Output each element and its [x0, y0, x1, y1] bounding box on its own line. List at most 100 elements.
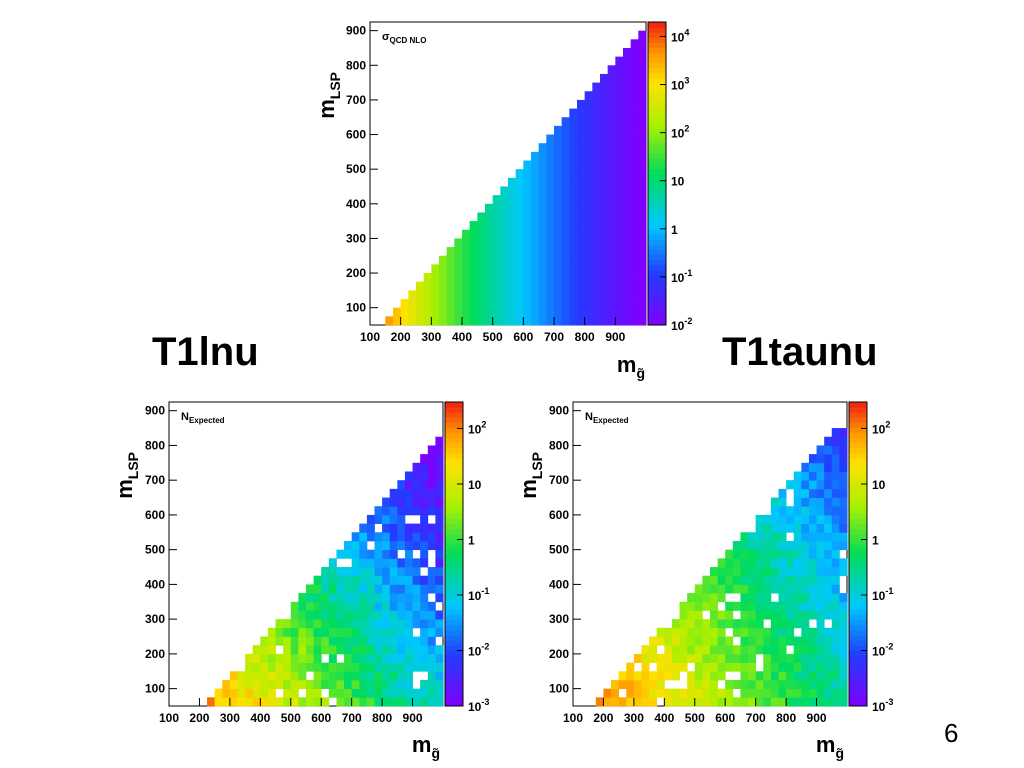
heatmap-cell — [462, 281, 471, 291]
heatmap-cell — [531, 264, 540, 274]
heatmap-cell — [702, 679, 711, 690]
heatmap-cell — [748, 540, 757, 551]
heatmap-cell — [344, 653, 353, 663]
heatmap-cell — [366, 688, 375, 698]
x-tick-label: 200 — [593, 711, 613, 725]
heatmap-cell — [412, 688, 421, 698]
heatmap-cell — [359, 627, 368, 637]
heatmap-cell — [397, 584, 406, 594]
heatmap-cell — [584, 151, 593, 161]
heatmap-cell — [630, 151, 639, 161]
heatmap-cell — [446, 307, 455, 317]
heatmap-cell — [515, 273, 524, 283]
heatmap-cell — [359, 645, 368, 655]
heatmap-cell — [267, 653, 276, 663]
heatmap-cell — [546, 160, 555, 170]
heatmap-cell — [469, 255, 478, 265]
colorbar-segment — [648, 289, 666, 296]
heatmap-cell — [633, 671, 642, 681]
colorbar-tick-label: 10-3 — [468, 697, 489, 714]
colorbar-segment — [648, 249, 666, 255]
y-tick-label: 500 — [346, 162, 366, 176]
heatmap-cell — [412, 584, 421, 594]
heatmap-cell — [290, 662, 299, 672]
heatmap-cell — [351, 575, 360, 585]
colorbar-segment — [648, 188, 666, 195]
heatmap-cell — [748, 601, 757, 611]
heatmap-cell — [615, 125, 624, 135]
heatmap-cell — [477, 229, 486, 239]
heatmap-cell — [671, 653, 680, 663]
heatmap-cell — [615, 221, 624, 231]
heatmap-cell — [306, 636, 315, 646]
heatmap-cell — [561, 299, 570, 309]
heatmap-cell — [615, 299, 624, 309]
heatmap-cell — [321, 584, 330, 594]
heatmap-cell — [816, 540, 825, 551]
colorbar-segment — [849, 579, 867, 585]
heatmap-cell — [431, 299, 440, 309]
heatmap-cell — [831, 558, 840, 568]
heatmap-cell — [435, 671, 444, 681]
heatmap-cell — [344, 636, 353, 646]
heatmap-cell — [786, 584, 795, 594]
heatmap-cell — [816, 653, 825, 663]
colorbar-segment — [445, 462, 463, 469]
heatmap-cell — [252, 653, 261, 663]
heatmap-cell — [531, 281, 540, 291]
colorbar-segment — [445, 457, 463, 464]
heatmap-cell — [446, 273, 455, 283]
heatmap-cell — [389, 662, 398, 672]
colorbar-segment — [849, 574, 867, 580]
heatmap-cell — [748, 636, 757, 646]
heatmap-cell — [679, 601, 688, 611]
heatmap-cell — [755, 636, 764, 646]
heatmap-cell — [577, 117, 586, 127]
heatmap-cell — [824, 645, 833, 655]
heatmap-cell — [649, 697, 658, 707]
heatmap-cell — [523, 221, 532, 231]
heatmap-cell — [515, 212, 524, 222]
heatmap-cell — [420, 601, 429, 611]
heatmap-cell — [717, 671, 726, 681]
x-axis-title: mg̃ — [816, 732, 844, 761]
heatmap-cell — [770, 679, 779, 690]
heatmap-cell — [831, 653, 840, 663]
heatmap-cell — [763, 645, 772, 655]
heatmap-cell — [793, 671, 802, 681]
heatmap-cell — [808, 549, 817, 559]
heatmap-cell — [717, 653, 726, 663]
heatmap-cell — [336, 601, 345, 611]
colorbar-segment — [445, 442, 463, 449]
heatmap-cell — [492, 290, 501, 300]
heatmap-cell — [839, 627, 848, 637]
heatmap-cell — [577, 108, 586, 118]
heatmap-cell — [671, 688, 680, 698]
heatmap-cell — [389, 575, 398, 585]
heatmap-cell — [816, 671, 825, 681]
heatmap-cell — [577, 169, 586, 179]
heatmap-cell — [615, 169, 624, 179]
heatmap-cell — [435, 697, 444, 707]
heatmap-cell — [306, 593, 315, 603]
heatmap-cell — [523, 212, 532, 222]
colorbar-segment — [445, 498, 463, 504]
colorbar-segment — [648, 183, 666, 190]
heatmap-cell — [531, 169, 540, 179]
heatmap-cell — [404, 645, 413, 655]
heatmap-cell — [435, 488, 444, 498]
heatmap-cell — [641, 671, 650, 681]
heatmap-cell — [374, 688, 383, 698]
heatmap-cell — [740, 549, 749, 559]
heatmap-cell — [359, 593, 368, 603]
heatmap-cell — [485, 264, 494, 274]
heatmap-cell — [626, 679, 635, 690]
heatmap-cell — [717, 636, 726, 646]
heatmap-cell — [515, 316, 524, 326]
colorbar-segment — [445, 543, 463, 550]
heatmap-cell — [801, 549, 810, 559]
heatmap-cell — [702, 601, 711, 611]
heatmap-cell — [306, 610, 315, 620]
heatmap-cell — [397, 480, 406, 490]
heatmap-cell — [584, 290, 593, 300]
